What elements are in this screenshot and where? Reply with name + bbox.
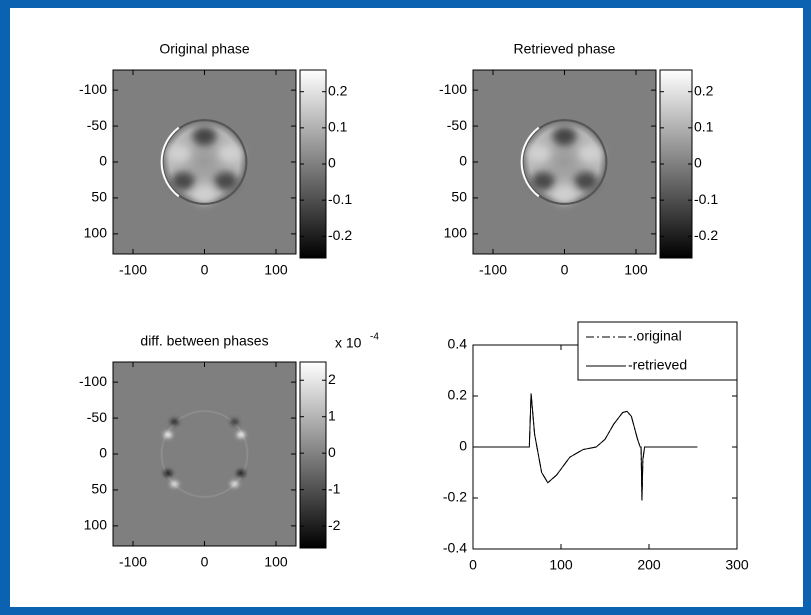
phase-blob: [526, 143, 551, 163]
disk-rim: [160, 126, 180, 198]
y-tick-label: -100: [79, 373, 107, 389]
y-tick-label: 50: [451, 189, 467, 205]
colorbar-tick-label: 0: [694, 155, 702, 171]
colorbar-tick-label: 2: [328, 371, 336, 387]
colorbar-tick-label: 0.2: [328, 82, 348, 98]
image: [473, 70, 656, 254]
diff-blob: [236, 431, 245, 438]
phase-blob: [531, 171, 556, 191]
y-tick-label: 100: [84, 225, 108, 241]
y-tick-label: 0.4: [448, 336, 468, 352]
colorbar-tick-label: 0.2: [694, 82, 714, 98]
colorbar-tick-label: -0.2: [328, 227, 352, 243]
phase-blob: [166, 143, 191, 163]
phase-pattern: [166, 126, 243, 204]
x-tick-label: 100: [264, 554, 288, 570]
chart-title: Retrieved phase: [514, 41, 616, 57]
phase-blob: [213, 171, 238, 191]
chart-title: Original phase: [159, 41, 249, 57]
diff-pattern: [164, 418, 245, 488]
axes-box: [472, 69, 657, 255]
legend-label: -.original: [628, 328, 682, 344]
colorbar-tick-label: -0.2: [694, 227, 718, 243]
phase-blob: [192, 126, 217, 146]
colorbar-tick-label: 0: [328, 155, 336, 171]
diff-blob: [164, 431, 173, 438]
colorbar-tick-label: -2: [328, 517, 341, 533]
diff-blob: [170, 481, 179, 488]
x-tick-label: -100: [119, 554, 147, 570]
colorbar-tick-label: 0.1: [328, 119, 348, 135]
colorbar: [299, 361, 327, 549]
y-tick-label: 50: [91, 189, 107, 205]
colorbar-exponent: -4: [370, 332, 379, 343]
x-tick-label: -100: [479, 262, 507, 278]
x-tick-label: 0: [561, 262, 569, 278]
x-tick-label: 0: [201, 262, 209, 278]
x-tick-label: 100: [549, 557, 573, 573]
image: [113, 70, 296, 254]
y-tick-label: 0: [459, 153, 467, 169]
colorbar-tick-label: -0.1: [328, 191, 352, 207]
diff-blob: [230, 481, 239, 488]
phase-blob: [552, 126, 577, 146]
x-tick-label: -100: [119, 262, 147, 278]
colorbar-tick-label: 0.1: [694, 119, 714, 135]
axes-box: [112, 361, 297, 547]
colorbar-tick-label: -1: [328, 480, 341, 496]
diff-blob: [170, 418, 179, 425]
colorbar-multiplier: x 10: [335, 335, 362, 351]
image: [113, 362, 296, 546]
x-tick-label: 100: [624, 262, 648, 278]
phase-blob: [171, 171, 196, 191]
phase-pattern: [526, 126, 603, 204]
y-tick-label: -100: [79, 81, 107, 97]
diff-blob: [230, 418, 239, 425]
colorbar-tick-label: 1: [328, 407, 336, 423]
x-tick-label: 0: [201, 554, 209, 570]
disk-rim: [520, 126, 540, 198]
legend-box: [577, 321, 738, 381]
legend-label: -retrieved: [628, 357, 687, 373]
x-tick-label: 100: [264, 262, 288, 278]
phase-blob: [578, 143, 603, 163]
y-tick-label: 0: [99, 445, 107, 461]
y-tick-label: 0.2: [448, 387, 468, 403]
y-tick-label: 0: [459, 438, 467, 454]
phase-blob: [192, 184, 217, 204]
y-tick-label: 50: [91, 481, 107, 497]
series-line: [473, 393, 698, 501]
colorbar-tick-label: -0.1: [694, 191, 718, 207]
y-tick-label: -100: [439, 81, 467, 97]
x-tick-label: 200: [637, 557, 661, 573]
diff-blob: [164, 470, 173, 477]
x-tick-label: 300: [725, 557, 749, 573]
phase-blob: [573, 171, 598, 191]
x-tick-label: 0: [469, 557, 477, 573]
y-tick-label: -50: [87, 117, 107, 133]
y-tick-label: 0: [99, 153, 107, 169]
colorbar-tick-label: 0: [328, 444, 336, 460]
chart-title: diff. between phases: [140, 333, 268, 349]
y-tick-label: 100: [84, 517, 108, 533]
diff-blob: [236, 470, 245, 477]
image-background: [113, 362, 296, 546]
colorbar: [659, 69, 693, 259]
y-tick-label: -50: [87, 409, 107, 425]
diff-ring: [160, 410, 249, 498]
y-tick-label: -0.2: [443, 489, 467, 505]
y-tick-label: -50: [447, 117, 467, 133]
y-tick-label: 100: [444, 225, 468, 241]
phase-blob: [552, 184, 577, 204]
y-tick-label: -0.4: [443, 540, 467, 556]
phase-blob: [218, 143, 243, 163]
axes-box: [112, 69, 297, 255]
